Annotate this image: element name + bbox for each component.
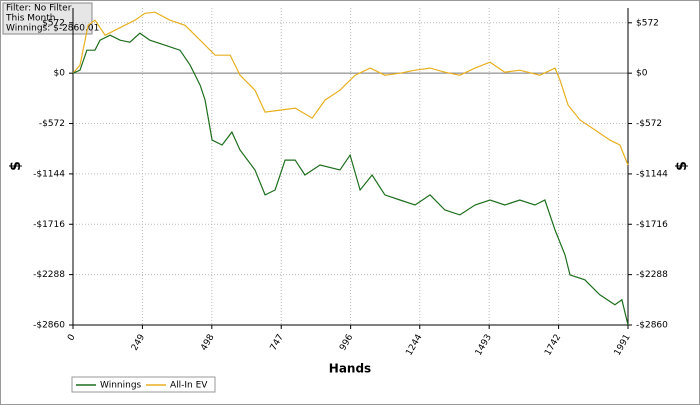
y-tick-label: -$2288 xyxy=(33,270,65,280)
legend-box xyxy=(71,376,216,393)
y2-tick-label: -$1716 xyxy=(636,220,668,230)
y-tick-label: -$572 xyxy=(39,119,65,129)
y2-tick-label: -$1144 xyxy=(636,169,668,179)
y2-tick-label: -$572 xyxy=(636,119,662,129)
annotation: Winnings: $-2860.01 xyxy=(6,24,99,34)
x-tick-label: 0 xyxy=(66,333,78,343)
x-axis-label: Hands xyxy=(329,362,371,376)
filter-box xyxy=(2,2,93,35)
y2-tick-label: $572 xyxy=(636,18,659,28)
series-line xyxy=(72,11,629,166)
legend-label: All-In EV xyxy=(170,381,208,391)
y-tick-label: -$1716 xyxy=(33,220,65,230)
y2-tick-label: $0 xyxy=(636,69,648,79)
y2-tick-label: -$2860 xyxy=(636,321,668,331)
y-axis-label: $ xyxy=(8,161,24,171)
y-tick-label: -$2860 xyxy=(33,321,65,331)
y2-axis-label: $ xyxy=(674,161,690,171)
annotation: This Month xyxy=(5,14,55,24)
y-tick-label: -$1144 xyxy=(33,169,65,179)
legend-label: Winnings xyxy=(100,381,142,391)
y-tick-label: $572 xyxy=(42,18,65,28)
annotation: Filter: No Filter xyxy=(6,4,72,14)
y2-tick-label: -$2288 xyxy=(636,270,668,280)
y-tick-label: $0 xyxy=(54,69,66,79)
series-line xyxy=(72,32,629,326)
